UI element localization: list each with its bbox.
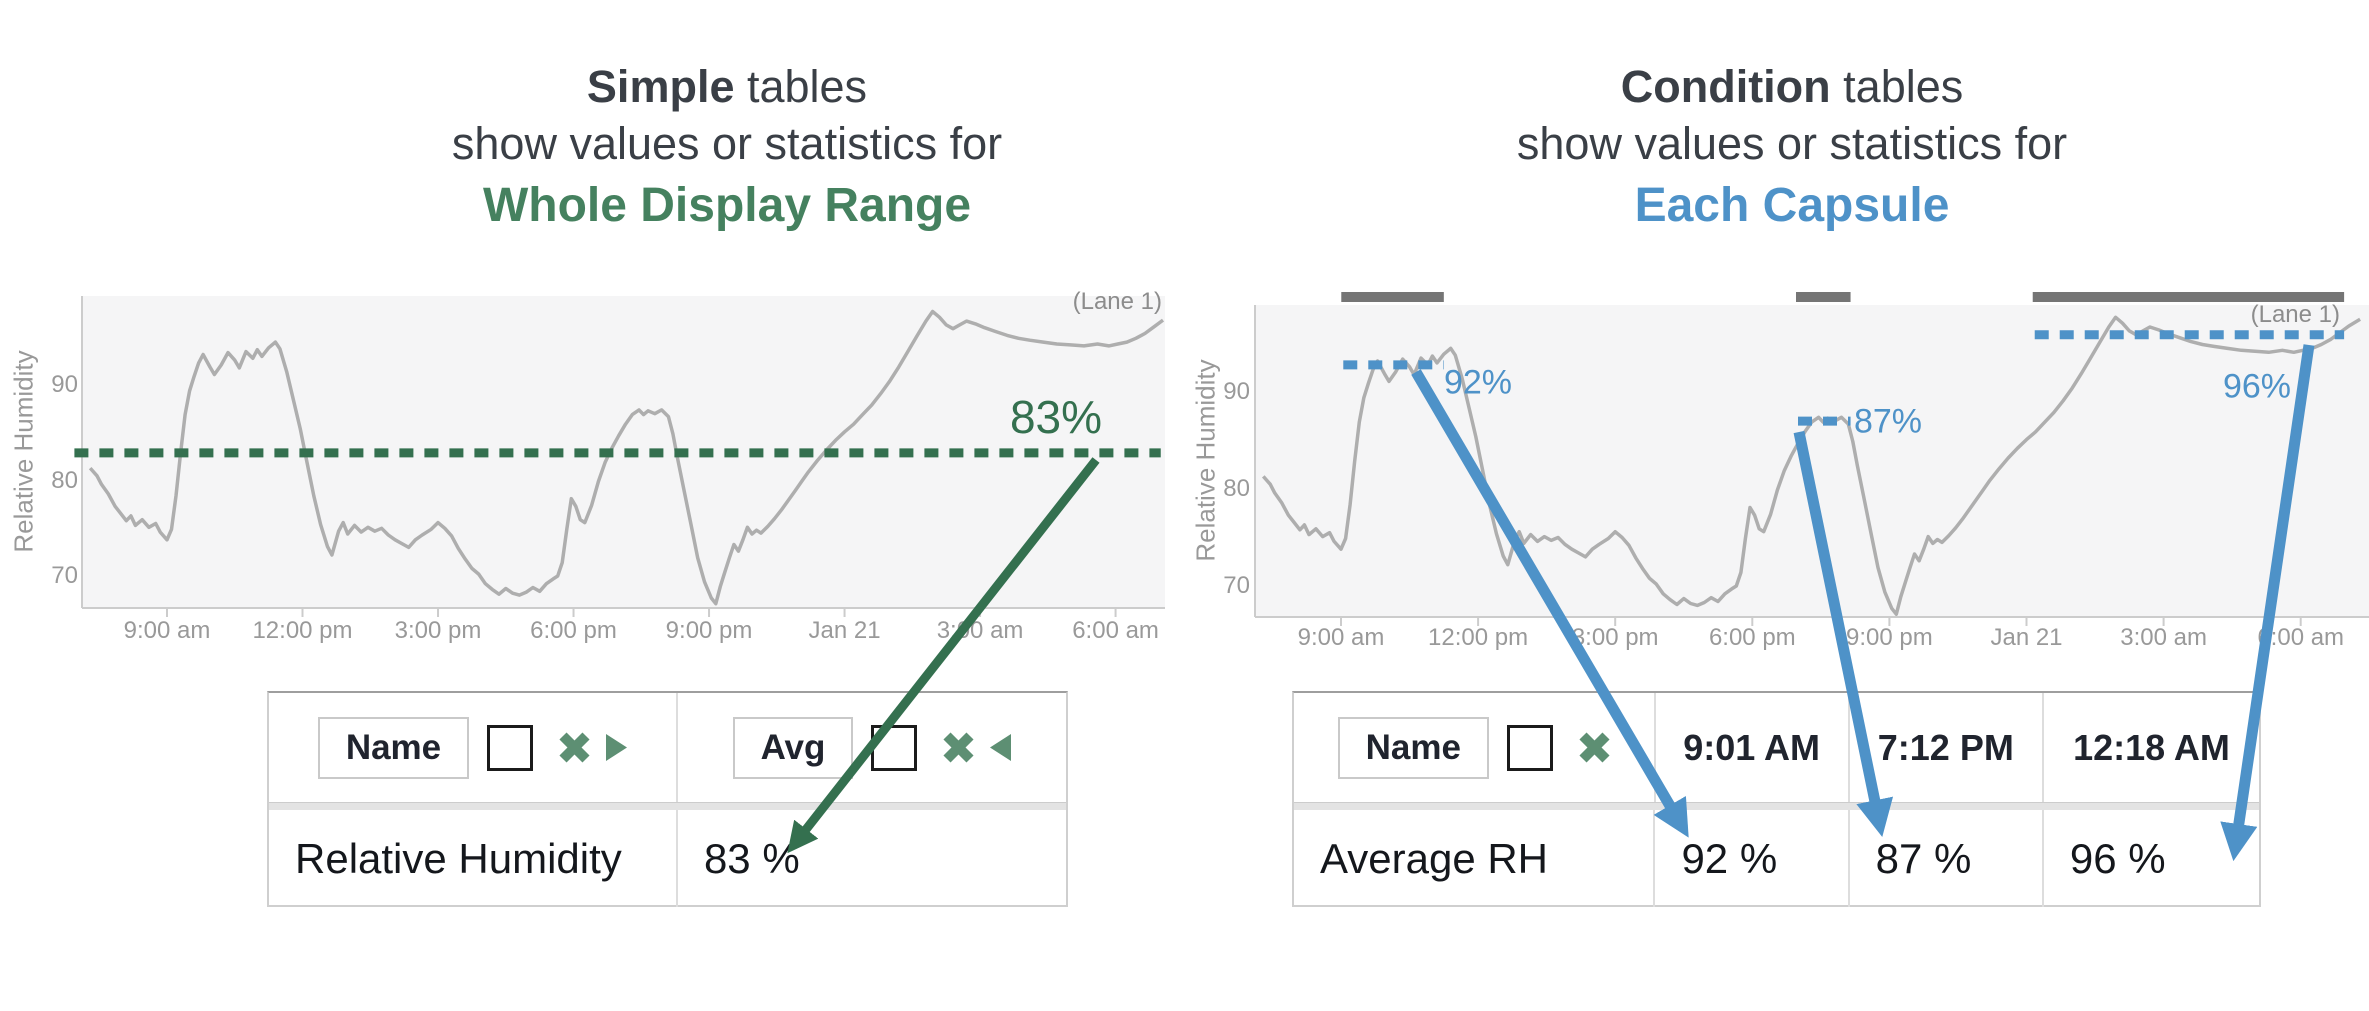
simple-title-line2: show values or statistics for: [451, 118, 1003, 169]
simple-title-rest: tables: [734, 61, 868, 112]
simple-table: Name Avg Relativ: [267, 691, 1068, 907]
avg-column-button[interactable]: Avg: [732, 716, 854, 779]
avg-column-checkbox[interactable]: [871, 724, 918, 771]
name-column-checkbox[interactable]: [487, 724, 534, 771]
remove-column-icon[interactable]: [1579, 732, 1610, 763]
condition-title-accent: Each Capsule: [1634, 179, 1950, 232]
name-column-button[interactable]: Name: [317, 716, 470, 779]
name-column-button[interactable]: Name: [1337, 716, 1489, 779]
simple-table-row: Relative Humidity 83 %: [269, 810, 1066, 907]
simple-table-header: Name Avg: [269, 693, 1066, 802]
collapse-left-icon[interactable]: [990, 734, 1012, 761]
capsule-value-cell-3: 96 %: [2069, 834, 2166, 882]
simple-stat-header-cell: Avg: [678, 693, 1066, 802]
condition-table-header: Name 9:01 AM 7:12 PM 12:18 AM: [1294, 693, 2259, 802]
simple-title-accent: Whole Display Range: [482, 179, 972, 232]
condition-table: Name 9:01 AM 7:12 PM 12:18 AM Average RH…: [1292, 691, 2261, 907]
capsule-value-cell-2: 87 %: [1850, 810, 2044, 907]
capsule-header-3: 12:18 AM: [2073, 726, 2230, 768]
simple-title-block: Simple tables show values or statistics …: [317, 58, 1137, 234]
remove-column-icon[interactable]: [559, 732, 590, 763]
condition-title-lead: Condition: [1620, 61, 1831, 112]
condition-table-row: Average RH 92 % 87 % 96 %: [1294, 810, 2259, 907]
condition-title-block: Condition tables show values or statisti…: [1382, 58, 2202, 234]
table-header-separator: [269, 802, 1066, 810]
capsule-value-cell-1: 92 %: [1655, 810, 1850, 907]
condition-title-line2: show values or statistics for: [1516, 118, 2068, 169]
simple-title-lead: Simple: [586, 61, 735, 112]
capsule-header-1: 9:01 AM: [1656, 693, 1850, 802]
stat-name-cell: Average RH: [1294, 810, 1656, 907]
simple-title-line1: Simple tables: [317, 58, 1137, 115]
simple-name-header-cell: Name: [269, 693, 678, 802]
capsule-header-2: 7:12 PM: [1850, 693, 2044, 802]
name-column-checkbox[interactable]: [1506, 724, 1553, 771]
avg-value-cell: 83 %: [703, 834, 800, 882]
condition-name-header-cell: Name: [1294, 693, 1656, 802]
condition-title-line1: Condition tables: [1382, 58, 2202, 115]
table-header-separator: [1294, 802, 2259, 810]
condition-title-rest: tables: [1830, 61, 1964, 112]
remove-column-icon[interactable]: [943, 732, 974, 763]
signal-name-cell: Relative Humidity: [269, 810, 678, 907]
collapse-right-icon[interactable]: [606, 734, 628, 761]
